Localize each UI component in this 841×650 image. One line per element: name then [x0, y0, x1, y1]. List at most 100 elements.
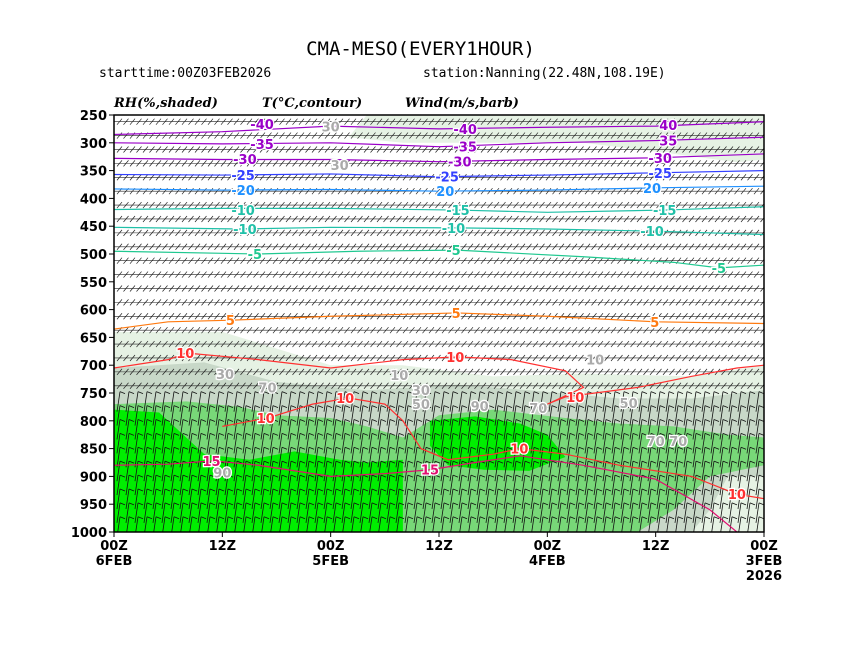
wind-barb [116, 391, 121, 412]
wind-barb [215, 447, 220, 468]
wind-barb-flag [542, 516, 549, 520]
wind-barb [260, 447, 265, 468]
wind-barb-flag [704, 446, 711, 450]
wind-barb [665, 488, 670, 510]
wind-barb [386, 475, 391, 496]
wind-barb-flag [218, 516, 225, 520]
wind-barb [737, 488, 742, 510]
wind-barb [323, 433, 328, 454]
wind-barb [278, 433, 283, 454]
wind-barb-flag [686, 502, 693, 506]
wind-barb [332, 419, 337, 440]
wind-barb-flag [443, 419, 450, 422]
x-tick-label: 2026 [746, 569, 782, 584]
wind-barb-flag [398, 502, 405, 506]
temperature-contour-label: 20 [643, 182, 661, 197]
wind-barb [620, 475, 625, 496]
wind-barb-row [114, 215, 764, 223]
wind-barb [485, 488, 490, 510]
wind-barb-flag [164, 460, 171, 464]
x-tick-label: 00Z [534, 539, 562, 554]
wind-barb-flag [389, 488, 396, 492]
wind-barb-flag [731, 446, 738, 450]
wind-barb [629, 433, 634, 454]
wind-barb-flag [308, 433, 315, 436]
wind-barb-flag [434, 502, 441, 506]
wind-barb-flag [506, 516, 513, 520]
wind-barb-flag [722, 502, 729, 506]
wind-barb-flag [137, 405, 144, 408]
wind-barb-flag [461, 488, 468, 492]
wind-barb [755, 475, 760, 496]
wind-barb-flag [506, 502, 513, 506]
wind-barb-row [114, 271, 764, 278]
wind-barb [197, 391, 202, 412]
wind-barb [648, 516, 652, 532]
wind-barb [665, 419, 670, 440]
wind-barb-flag [317, 446, 324, 450]
wind-barb-flag [614, 446, 621, 450]
wind-barb-flag [704, 488, 711, 492]
wind-barb [665, 405, 670, 426]
wind-barb-flag [290, 516, 297, 520]
wind-barb [170, 475, 175, 496]
wind-barb-flag [524, 405, 531, 408]
wind-barb [350, 433, 355, 454]
wind-barb [387, 516, 391, 532]
wind-barb [404, 405, 409, 426]
wind-barb-flag [362, 391, 369, 395]
y-tick-label: 850 [80, 443, 107, 458]
wind-barb [575, 488, 580, 510]
wind-barb-flag [209, 516, 216, 520]
temperature-contour [114, 170, 764, 178]
wind-barb-flag [425, 488, 432, 492]
wind-barb-flag [497, 446, 504, 450]
wind-barb-flag [479, 419, 486, 422]
wind-barb [143, 391, 148, 412]
wind-barb [719, 391, 724, 412]
wind-barb-row [116, 460, 764, 482]
wind-barb [306, 516, 310, 532]
wind-barb-flag [218, 405, 225, 408]
wind-barb [377, 475, 382, 496]
wind-barb-flag [479, 488, 486, 492]
wind-barb-flag [146, 405, 153, 408]
wind-barb [504, 516, 508, 532]
wind-barb [557, 433, 562, 454]
wind-barb-flag [335, 516, 342, 520]
wind-barb [584, 488, 589, 510]
temperature-contour-label: 5 [650, 316, 659, 331]
wind-barb-flag [398, 446, 405, 450]
wind-barb [323, 461, 328, 482]
wind-barb [584, 433, 589, 454]
wind-barb-flag [542, 460, 549, 464]
wind-barb [314, 447, 319, 468]
wind-barb [332, 405, 337, 426]
wind-barb-flag [155, 419, 162, 422]
wind-barb [548, 405, 553, 426]
wind-barb-flag [353, 391, 360, 395]
wind-barb [332, 475, 337, 496]
wind-barb-flag [326, 405, 333, 408]
wind-barb-flag [596, 460, 603, 464]
wind-barb [440, 502, 445, 523]
y-tick-label: 800 [80, 415, 107, 430]
wind-barb [143, 488, 148, 510]
wind-barb [422, 502, 427, 523]
wind-barb-flag [758, 516, 764, 520]
wind-barb [548, 502, 553, 523]
wind-barb-flag [695, 391, 702, 395]
wind-barb-flag [668, 391, 675, 395]
wind-barb [359, 433, 364, 454]
wind-barb-flag [668, 446, 675, 450]
wind-barb [134, 475, 139, 496]
wind-barb-flag [704, 419, 711, 422]
wind-barb [260, 488, 265, 510]
wind-barb [548, 433, 553, 454]
wind-barb [323, 419, 328, 440]
wind-barb [170, 488, 175, 510]
wind-barb [395, 419, 400, 440]
wind-barb [665, 475, 670, 496]
temperature-contour-label: -40 [250, 118, 274, 133]
wind-barb [188, 405, 193, 426]
